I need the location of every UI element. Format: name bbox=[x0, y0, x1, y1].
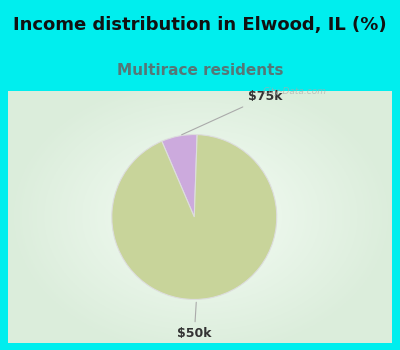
Wedge shape bbox=[162, 134, 197, 217]
Text: $50k: $50k bbox=[177, 302, 212, 340]
Wedge shape bbox=[112, 135, 277, 300]
Text: $75k: $75k bbox=[182, 90, 283, 135]
Text: City-Data.com: City-Data.com bbox=[263, 86, 327, 96]
Text: Income distribution in Elwood, IL (%): Income distribution in Elwood, IL (%) bbox=[13, 16, 387, 35]
Text: Multirace residents: Multirace residents bbox=[117, 63, 283, 78]
